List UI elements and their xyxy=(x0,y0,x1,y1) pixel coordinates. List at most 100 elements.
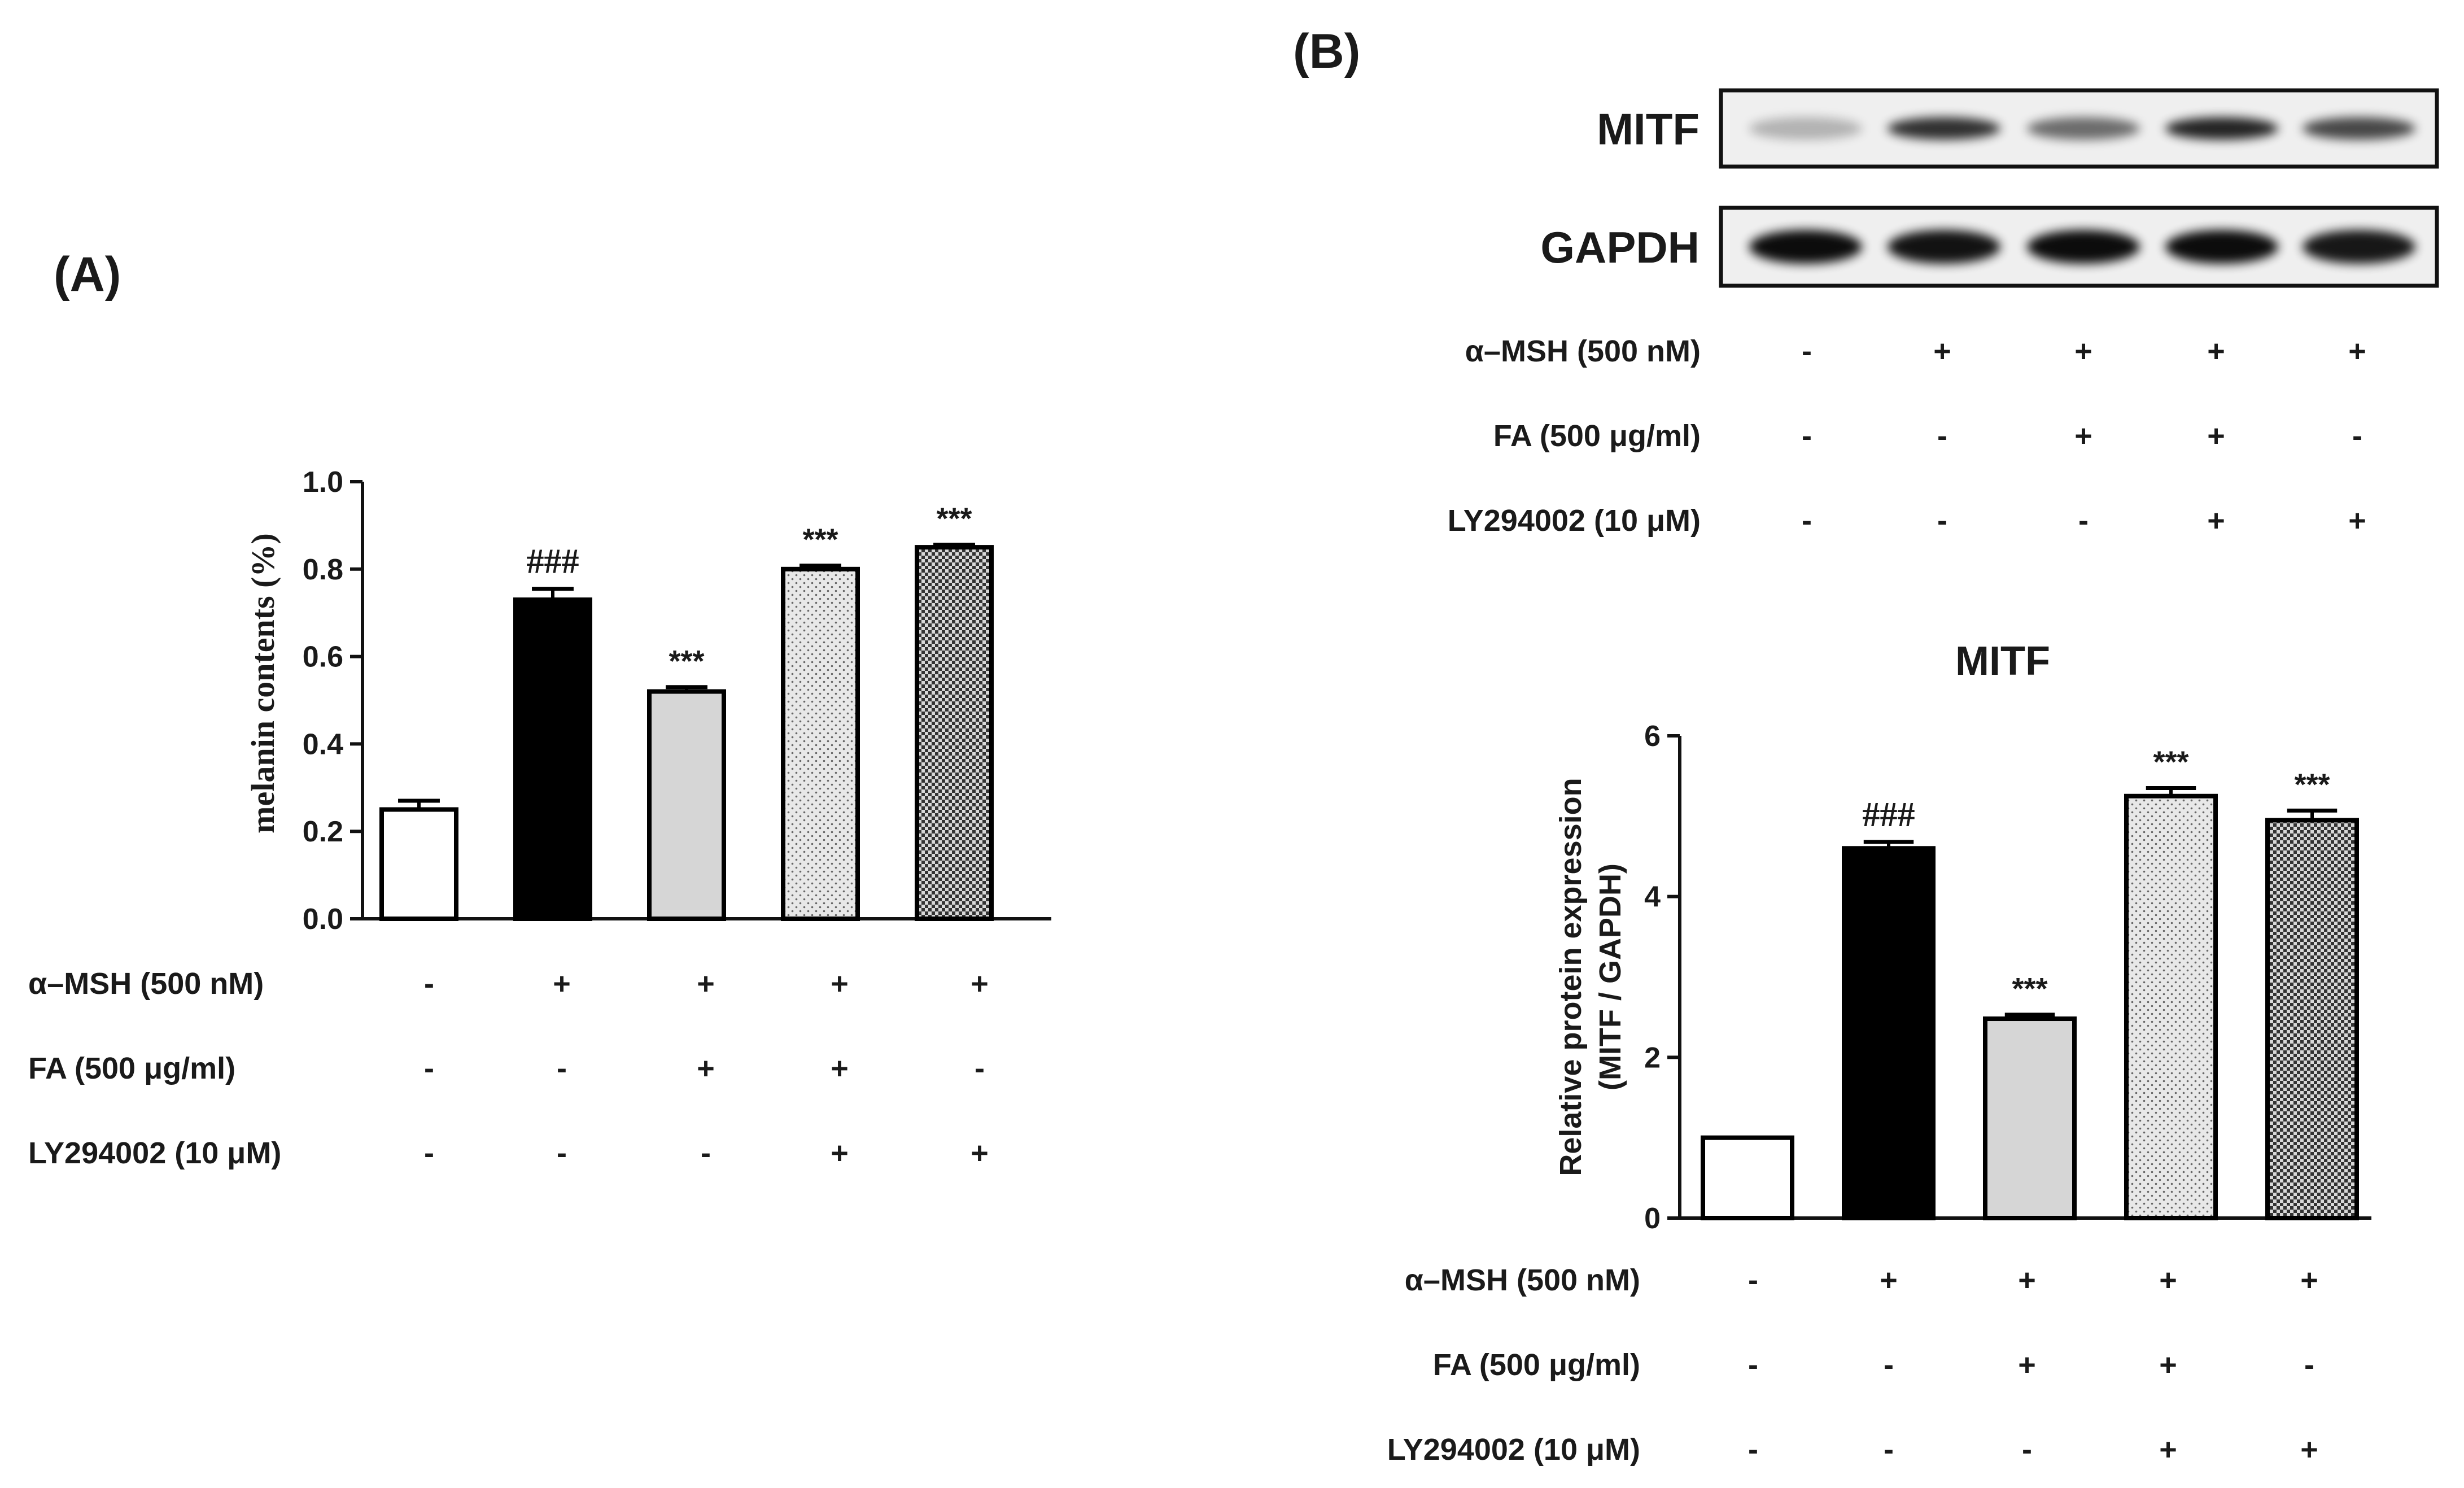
treatment-sign: + xyxy=(2207,504,2225,538)
treatment-sign: + xyxy=(831,1136,849,1170)
treatment-sign: + xyxy=(971,967,989,1001)
panel-label-b: (B) xyxy=(1293,24,1360,78)
treatment-sign: + xyxy=(2074,419,2092,453)
treatment-sign: + xyxy=(697,967,715,1001)
treatment-sign: - xyxy=(424,1136,434,1170)
blot-band xyxy=(2027,230,2140,264)
significance-label: *** xyxy=(802,523,838,557)
treatment-label: α–MSH (500 nM) xyxy=(28,967,264,1001)
chart-b-title: MITF xyxy=(1955,639,2050,684)
significance-label: ### xyxy=(526,543,579,581)
chart-a-melanin: melanin contents (%) 0.0 0.2 0.4 0.6 0.8 1.0 #… xyxy=(244,466,1051,936)
treatment-sign: - xyxy=(2078,504,2089,538)
treatment-sign: - xyxy=(1937,504,1947,538)
significance-label: *** xyxy=(669,644,704,678)
treatment-sign: - xyxy=(2304,1348,2314,1382)
treatment-sign: + xyxy=(971,1136,989,1170)
treatment-sign: - xyxy=(1884,1348,1894,1382)
y-tick-label: 2 xyxy=(1644,1041,1661,1074)
treatment-sign: - xyxy=(557,1136,567,1170)
treatment-sign: + xyxy=(831,967,849,1001)
treatment-sign: + xyxy=(2018,1348,2036,1382)
bar xyxy=(2124,793,2218,1220)
treatment-sign: - xyxy=(1748,1433,1758,1467)
y-tick-label: 0.6 xyxy=(303,641,343,674)
y-tick-label: 4 xyxy=(1644,881,1661,914)
chart-b-mitf: MITF Relative protein expression (MITF /… xyxy=(1554,639,2371,1235)
treatment-sign: + xyxy=(2159,1348,2177,1382)
y-tick-label: 0.2 xyxy=(303,815,343,848)
y-tick-label: 0 xyxy=(1644,1202,1661,1235)
treatment-sign: - xyxy=(1748,1348,1758,1382)
bar xyxy=(513,597,592,921)
treatment-sign: + xyxy=(2348,334,2366,368)
blot-row-label: GAPDH xyxy=(1540,222,1700,272)
significance-label: *** xyxy=(936,501,972,535)
treatment-sign: + xyxy=(1933,334,1951,368)
treatment-label: FA (500 μg/ml) xyxy=(28,1051,235,1085)
y-tick-label: 0.0 xyxy=(303,903,343,936)
bar xyxy=(2265,818,2359,1220)
chart-a-marks: 0.0 0.2 0.4 0.6 0.8 1.0 ### *** *** *** xyxy=(303,466,1051,936)
blot-band xyxy=(2303,230,2415,264)
treatment-sign: + xyxy=(2348,504,2366,538)
blot-band xyxy=(2165,117,2278,140)
treatment-sign: + xyxy=(2300,1263,2318,1297)
treatment-sign: - xyxy=(1884,1433,1894,1467)
treatment-label: FA (500 μg/ml) xyxy=(1493,419,1701,453)
y-tick-label: 0.8 xyxy=(303,553,343,586)
treatment-sign: - xyxy=(2022,1433,2032,1467)
treatment-label: α–MSH (500 nM) xyxy=(1465,334,1701,368)
western-blot: MITF GAPDH xyxy=(1540,88,2439,288)
treatment-sign: + xyxy=(1880,1263,1898,1297)
y-tick-label: 1.0 xyxy=(303,466,343,499)
treatment-sign: - xyxy=(424,967,434,1001)
treatment-sign: - xyxy=(1937,419,1947,453)
panel-label-a: (A) xyxy=(54,247,121,302)
blot-band xyxy=(1749,230,1862,264)
treatment-table-b: α–MSH (500 nM) - + + + + FA (500 μg/ml) - - + + - LY… xyxy=(1387,1263,2318,1467)
y-tick-label: 6 xyxy=(1644,720,1661,753)
chart-b-y-axis-label-2: (MITF / GAPDH) xyxy=(1593,863,1627,1090)
blot-band xyxy=(2303,117,2415,140)
bar xyxy=(915,545,994,921)
treatment-sign: + xyxy=(2207,334,2225,368)
treatment-sign: - xyxy=(2352,419,2362,453)
treatment-sign: + xyxy=(831,1051,849,1085)
treatment-table-a: α–MSH (500 nM) - + + + + FA (500 μg/ml) - - + + - LY… xyxy=(28,967,989,1170)
treatment-sign: + xyxy=(2159,1433,2177,1467)
treatment-label: FA (500 μg/ml) xyxy=(1433,1348,1640,1382)
treatment-sign: - xyxy=(975,1051,985,1085)
treatment-sign: - xyxy=(557,1051,567,1085)
bar xyxy=(1983,1016,2077,1220)
blot-band xyxy=(2027,117,2140,140)
treatment-label: LY294002 (10 μM) xyxy=(1448,504,1701,538)
treatment-sign: + xyxy=(697,1051,715,1085)
treatment-sign: - xyxy=(701,1136,711,1170)
blot-band xyxy=(2165,230,2278,264)
treatment-sign: + xyxy=(2207,419,2225,453)
treatment-sign: + xyxy=(2300,1433,2318,1467)
treatment-sign: + xyxy=(553,967,571,1001)
bar xyxy=(647,689,726,922)
significance-label: *** xyxy=(2294,767,2330,801)
treatment-sign: - xyxy=(424,1051,434,1085)
bar xyxy=(379,807,458,921)
treatment-sign: + xyxy=(2074,334,2092,368)
significance-label: ### xyxy=(1862,796,1915,834)
blot-band xyxy=(1888,230,2000,264)
treatment-sign: - xyxy=(1802,334,1812,368)
treatment-label: LY294002 (10 μM) xyxy=(1387,1433,1640,1467)
treatment-sign: + xyxy=(2018,1263,2036,1297)
treatment-label: LY294002 (10 μM) xyxy=(28,1136,281,1170)
treatment-table-blot: α–MSH (500 nM) - + + + + FA (500 μg/ml) - - + + - LY… xyxy=(1448,334,2366,538)
treatment-sign: - xyxy=(1802,419,1812,453)
blot-band xyxy=(1749,117,1862,140)
bar xyxy=(781,566,860,921)
treatment-sign: - xyxy=(1748,1263,1758,1297)
bar xyxy=(1701,1135,1794,1220)
treatment-sign: - xyxy=(1802,504,1812,538)
chart-a-y-axis-label: melanin contents (%) xyxy=(244,533,281,834)
treatment-sign: + xyxy=(2159,1263,2177,1297)
